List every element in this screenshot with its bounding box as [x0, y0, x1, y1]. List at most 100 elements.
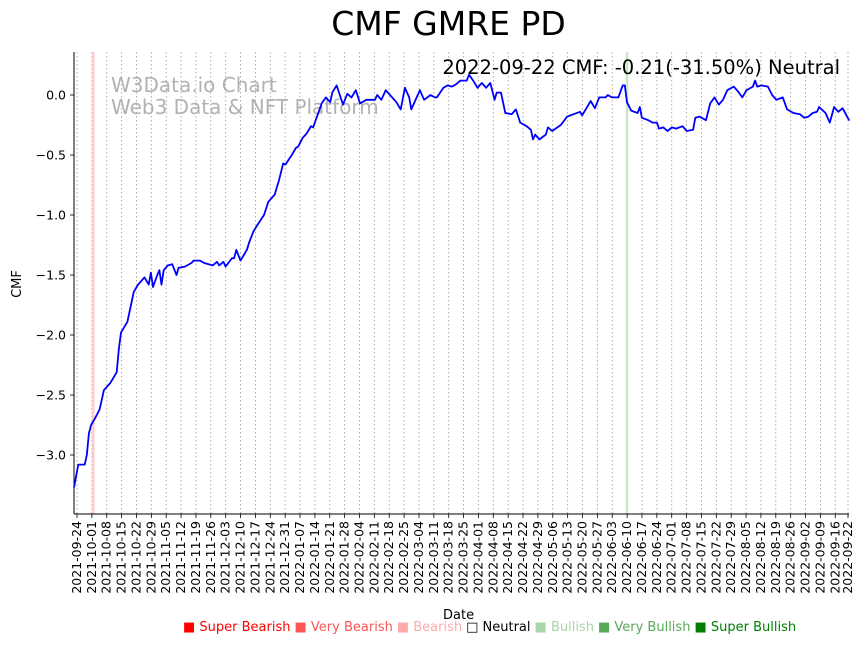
cmf-data-point [551, 130, 553, 132]
cmf-data-point [526, 125, 528, 127]
cmf-data-point [120, 332, 122, 334]
legend-swatch-icon: ■ [396, 620, 414, 635]
cmf-data-point [545, 134, 547, 136]
x-tick-label: 2021-10-15 [114, 521, 129, 594]
cmf-data-point [671, 126, 673, 128]
cmf-data-point [722, 99, 724, 101]
cmf-data-point [807, 116, 810, 118]
x-tick-label: 2022-01-07 [292, 521, 307, 594]
cmf-data-point [152, 286, 154, 288]
cmf-data-point [538, 138, 541, 140]
cmf-data-point [547, 126, 549, 128]
cmf-data-point [118, 348, 120, 350]
x-tick-label: 2022-07-29 [723, 521, 738, 594]
cmf-data-point [624, 84, 626, 86]
cmf-data-point [404, 87, 406, 89]
x-tick-label: 2021-10-01 [84, 521, 99, 594]
cmf-data-point [218, 264, 220, 266]
cmf-data-point [391, 96, 393, 98]
cmf-data-point [481, 82, 483, 84]
cmf-data-point [284, 164, 286, 166]
cmf-data-point [816, 111, 818, 113]
x-tick-label: 2022-04-01 [470, 521, 485, 594]
cmf-data-point [737, 90, 739, 92]
x-tick-label: 2021-12-03 [218, 521, 233, 594]
x-tick-label: 2021-10-29 [143, 521, 158, 594]
cmf-data-point [799, 113, 801, 115]
x-tick-label: 2022-04-22 [515, 521, 530, 594]
cmf-data-point [257, 224, 259, 226]
cmf-data-point [581, 114, 583, 116]
cmf-data-point [224, 266, 227, 268]
cmf-data-point [504, 112, 506, 114]
cmf-data-point [709, 102, 711, 104]
cmf-data-point [212, 264, 214, 266]
x-tick-label: 2021-12-24 [262, 521, 277, 594]
legend-swatch-icon: ■ [534, 620, 551, 635]
x-tick-label: 2022-09-02 [798, 521, 813, 594]
cmf-data-point [282, 162, 284, 164]
legend-item-very-bearish: ■ Very Bearish [295, 620, 393, 635]
x-tick-label: 2022-02-04 [351, 521, 366, 594]
x-tick-label: 2022-01-28 [337, 521, 352, 594]
cmf-data-point [295, 147, 297, 149]
x-tick-label: 2022-01-14 [307, 521, 322, 594]
cmf-data-point [359, 102, 361, 104]
cmf-data-point [365, 99, 368, 101]
cmf-data-point [760, 84, 763, 86]
cmf-data-point [109, 382, 111, 384]
cmf-data-point [472, 80, 474, 82]
x-tick-label: 2022-07-08 [679, 521, 694, 594]
x-tick-label: 2022-06-17 [634, 521, 649, 594]
cmf-data-point [77, 464, 79, 466]
cmf-data-point [493, 99, 496, 101]
legend-label: Very Bearish [310, 620, 393, 635]
x-tick-label: 2021-11-19 [188, 521, 203, 594]
legend-item-bullish: ■ Bullish [535, 620, 594, 635]
x-axis-label: Date [443, 608, 475, 623]
cmf-data-point [199, 260, 201, 262]
x-tick-label: 2021-12-17 [247, 521, 262, 594]
cmf-data-point [203, 262, 205, 264]
cmf-data-point [84, 464, 86, 466]
cmf-data-point [395, 101, 397, 103]
cmf-data-point [312, 126, 314, 128]
cmf-data-point [622, 84, 624, 86]
cmf-data-point [316, 114, 318, 116]
cmf-data-point [184, 266, 186, 268]
x-tick-label: 2021-11-12 [173, 521, 188, 594]
legend-swatch-icon: □ [466, 620, 483, 635]
cmf-data-point [626, 101, 628, 103]
cmf-data-point [718, 104, 720, 106]
cmf-data-point [713, 96, 716, 98]
y-tick-label: −1.5 [36, 268, 66, 283]
cmf-data-point [692, 129, 694, 131]
cmf-data-point [419, 89, 421, 91]
x-tick-label: 2022-09-09 [812, 521, 827, 594]
cmf-data-point [163, 269, 165, 271]
cmf-data-point [515, 108, 517, 110]
cmf-data-point [532, 138, 534, 140]
x-tick-label: 2021-11-26 [203, 521, 218, 594]
x-tick-label: 2022-05-06 [545, 521, 560, 594]
cmf-data-point [489, 82, 491, 84]
cmf-data-point [641, 117, 643, 119]
x-tick-label: 2022-05-13 [560, 521, 575, 594]
x-tick-label: 2022-03-18 [441, 521, 456, 594]
cmf-data-point [639, 106, 641, 108]
cmf-data-point [133, 291, 135, 293]
legend-label: Super Bullish [710, 620, 797, 635]
cmf-data-point [178, 267, 180, 269]
cmf-data-point [385, 89, 387, 91]
cmf-data-point [519, 122, 521, 124]
x-tick-label: 2021-10-08 [99, 521, 114, 594]
cmf-data-point [476, 87, 479, 89]
legend-label: Bearish [413, 620, 463, 635]
cmf-data-point [158, 269, 160, 271]
cmf-data-point [666, 130, 669, 132]
cmf-data-point [278, 179, 280, 181]
cmf-data-point [171, 263, 173, 265]
cmf-data-point [771, 94, 773, 96]
cmf-data-point [733, 86, 735, 88]
